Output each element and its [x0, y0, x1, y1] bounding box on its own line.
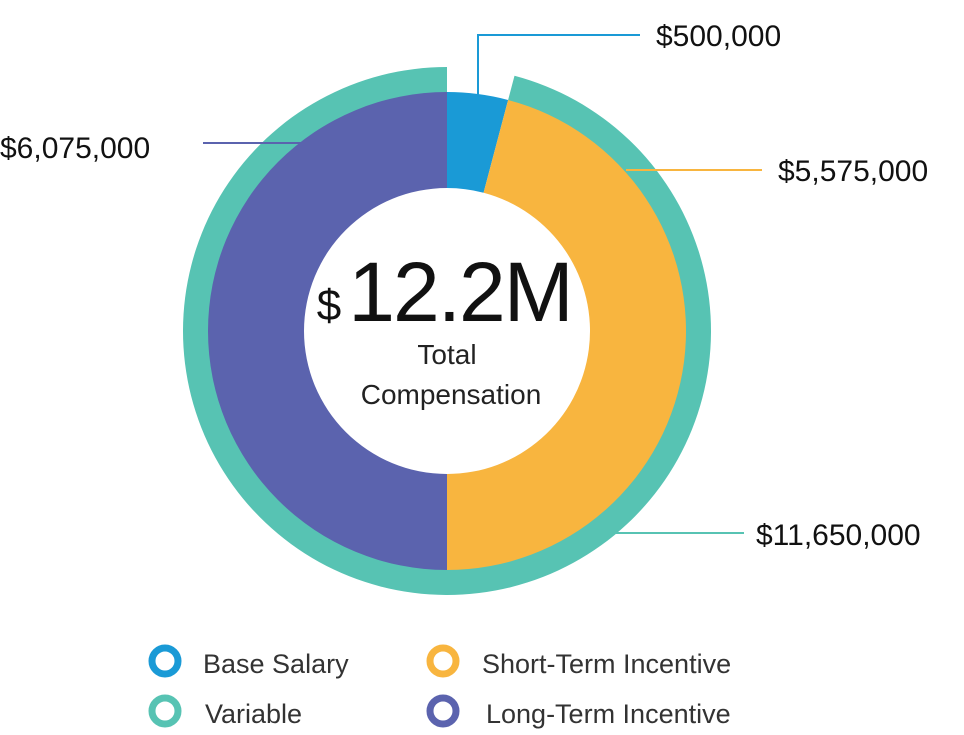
short-term-incentive-legend-marker-icon — [426, 644, 460, 678]
legend-label-long-term-incentive: Long-Term Incentive — [486, 699, 731, 729]
center-label-compensation: Compensation — [361, 379, 542, 410]
legend-item-variable: Variable — [148, 694, 302, 729]
variable-value-label: $11,650,000 — [756, 519, 921, 552]
long-term-incentive-value-label: $6,075,000 — [0, 132, 150, 165]
center-label-total: Total — [417, 339, 476, 370]
base-salary-callout-line — [477, 34, 640, 97]
legend: Base Salary Short-Term Incentive Variabl… — [148, 644, 731, 729]
long-term-incentive-segment — [208, 92, 447, 570]
legend-item-long-term-incentive: Long-Term Incentive — [426, 694, 731, 729]
legend-item-base-salary: Base Salary — [148, 644, 349, 679]
short-term-incentive-value-label: $5,575,000 — [778, 155, 928, 188]
base-salary-legend-marker-icon — [148, 644, 182, 678]
base-salary-segment — [447, 92, 509, 193]
short-term-incentive-segment — [447, 99, 686, 570]
center-currency-symbol: $ — [317, 281, 341, 330]
long-term-incentive-legend-marker-icon — [426, 694, 460, 728]
legend-item-short-term-incentive: Short-Term Incentive — [426, 644, 731, 679]
legend-label-base-salary: Base Salary — [203, 649, 349, 679]
legend-label-variable: Variable — [205, 699, 302, 729]
base-salary-value-label: $500,000 — [656, 20, 781, 53]
legend-label-short-term-incentive: Short-Term Incentive — [482, 649, 731, 679]
variable-legend-marker-icon — [148, 694, 182, 728]
center-total-value: 12.2M — [348, 245, 571, 339]
